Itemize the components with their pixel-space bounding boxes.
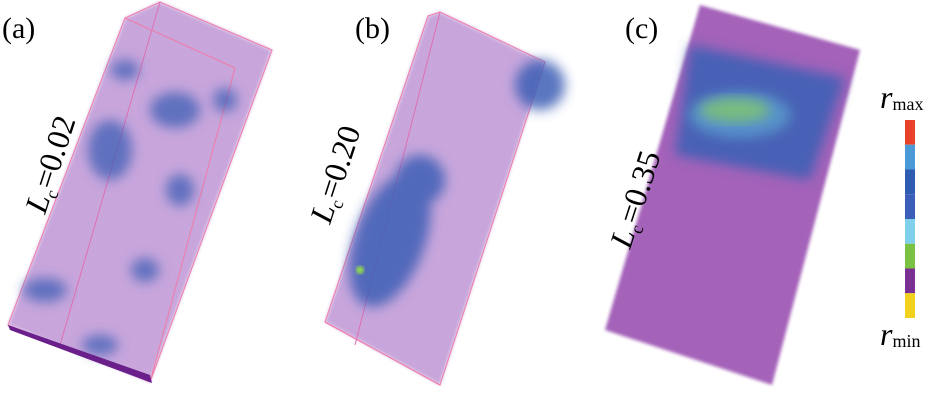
colorbar-segment	[905, 243, 915, 269]
colorbar-max: rmax	[880, 79, 923, 115]
subscript: max	[892, 94, 923, 114]
panel-a-volume	[7, 1, 273, 383]
colorbar-segment	[905, 169, 915, 195]
symbol: r	[880, 316, 893, 352]
panel-label: (a)	[2, 12, 35, 45]
panel-b-volume	[324, 11, 565, 386]
colorbar-min: rmin	[880, 316, 920, 352]
colorbar-segment	[905, 194, 915, 219]
value: =0.20	[310, 121, 367, 203]
colorbar	[905, 120, 915, 318]
colorbar-segment	[905, 144, 915, 170]
svg-text:Lc=0.20: Lc=0.20	[302, 121, 370, 229]
panel-label: (b)	[355, 12, 390, 45]
colorbar-segment	[905, 120, 915, 145]
subscript: min	[892, 331, 920, 351]
panel-c-volume	[605, 5, 860, 385]
colorbar-segment	[905, 268, 915, 294]
param-label: Lc=0.20	[302, 121, 370, 229]
colorbar-segment	[905, 219, 915, 244]
symbol: r	[880, 79, 893, 115]
colorbar-segment	[905, 293, 915, 318]
panel-label: (c)	[625, 12, 658, 45]
